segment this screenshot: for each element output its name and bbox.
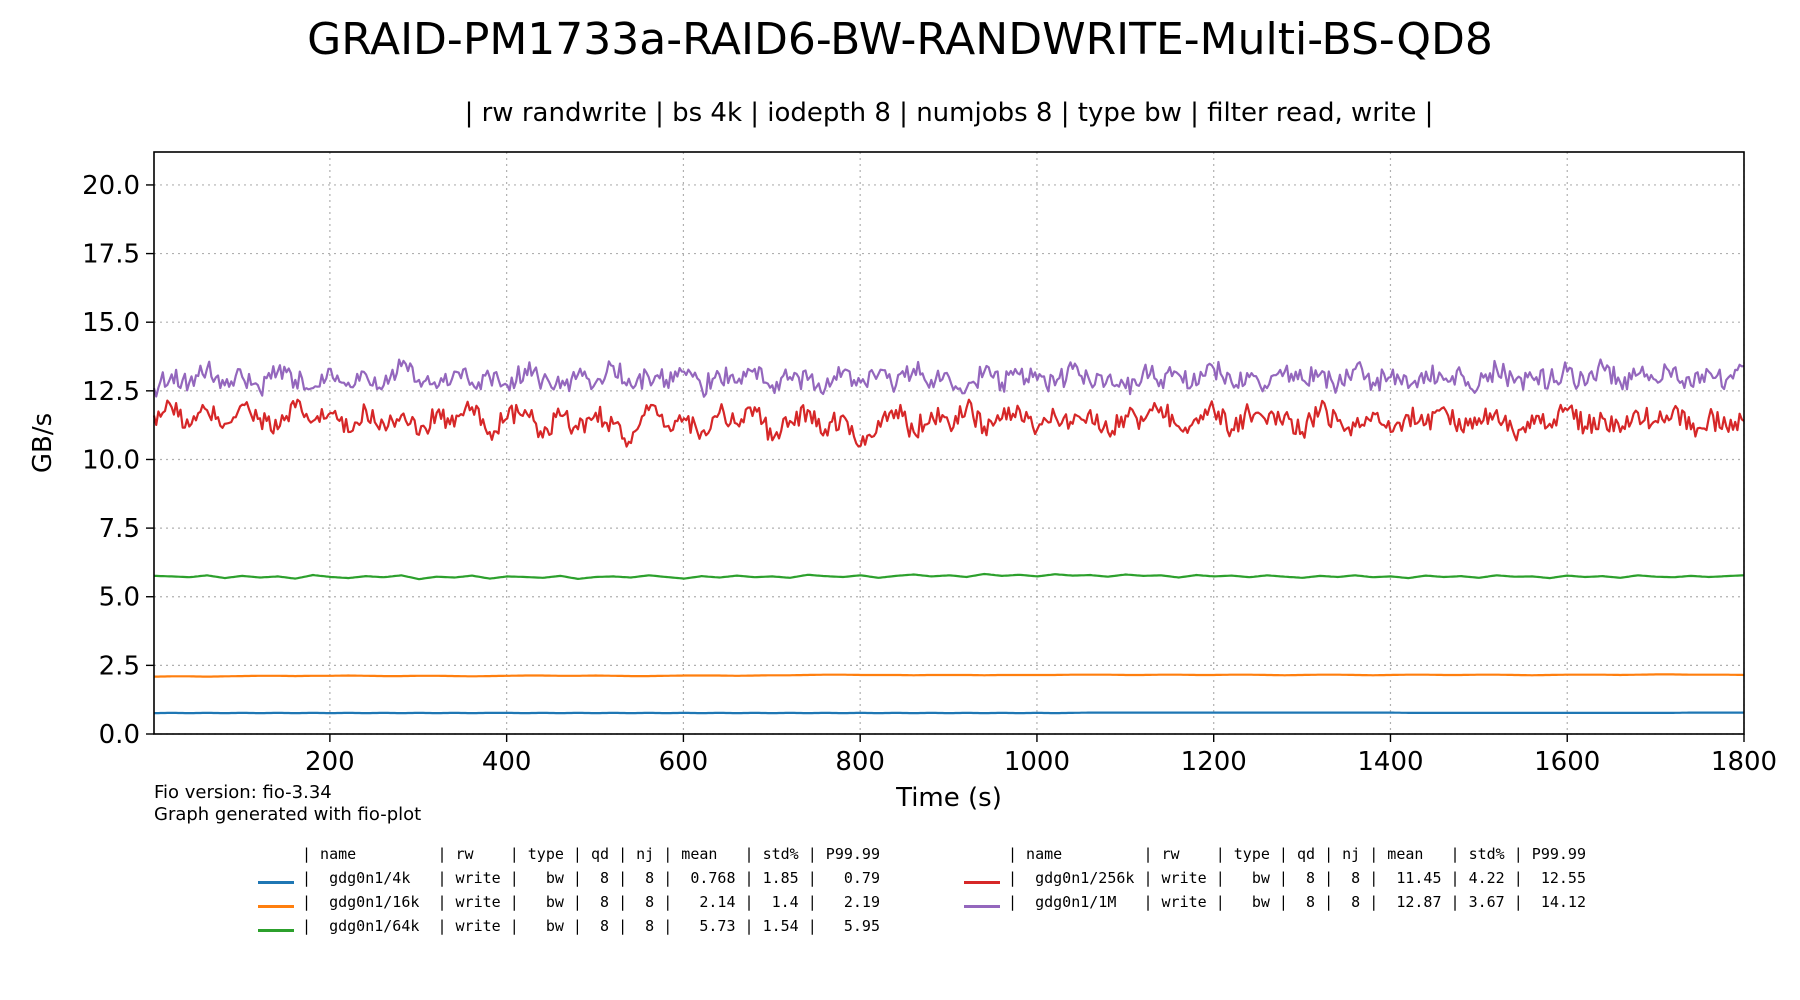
generator-note: Graph generated with fio-plot [154, 804, 422, 825]
x-tick-label: 1800 [1711, 747, 1777, 777]
legend-row-4k: | gdg0n1/4k | write | bw | 8 | 8 | 0.768… [302, 869, 880, 887]
legend-row-256k: | gdg0n1/256k | write | bw | 8 | 8 | 11.… [1008, 869, 1586, 887]
series-line-gdg0n1-4k [154, 711, 1744, 715]
y-axis-label: GB/s [28, 413, 58, 473]
y-tick-label: 12.5 [82, 377, 140, 407]
x-tick-label: 600 [659, 747, 709, 777]
series-line-gdg0n1-16k [154, 673, 1745, 678]
fio-version-note: Fio version: fio-3.34 [154, 782, 332, 803]
series-line-gdg0n1-64k [154, 572, 1745, 581]
legend-swatch-1M [964, 905, 1000, 908]
legend-table: | name | rw | type | qd | nj | mean | st… [0, 845, 1800, 945]
legend-row-16k: | gdg0n1/16k | write | bw | 8 | 8 | 2.14… [302, 893, 880, 911]
series-line-gdg0n1-1M [152, 358, 1745, 398]
y-tick-label: 7.5 [99, 514, 140, 544]
y-tick-label: 17.5 [82, 240, 140, 270]
legend-row-1M: | gdg0n1/1M | write | bw | 8 | 8 | 12.87… [1008, 893, 1586, 911]
x-tick-label: 1000 [1004, 747, 1070, 777]
x-tick-label: 200 [305, 747, 355, 777]
line-chart: 200 400 600 800 1000 1200 1400 1600 1800 0.0 2.5 5.… [28, 151, 1777, 813]
y-tick-label: 10.0 [82, 445, 140, 475]
x-tick-label: 400 [482, 747, 532, 777]
x-tick-label: 1600 [1534, 747, 1600, 777]
y-tick-label: 5.0 [99, 583, 140, 613]
y-tick-label: 15.0 [82, 308, 140, 338]
chart-title: GRAID-PM1733a-RAID6-BW-RANDWRITE-Multi-B… [307, 14, 1493, 65]
series-line-gdg0n1-256k [152, 398, 1745, 448]
y-tick-label: 2.5 [99, 651, 140, 681]
x-tick-label: 1200 [1181, 747, 1247, 777]
legend-swatch-16k [258, 905, 294, 908]
legend-header-left: | name | rw | type | qd | nj | mean | st… [302, 845, 880, 863]
x-axis-label: Time (s) [895, 783, 1002, 813]
y-tick-label: 20.0 [82, 171, 140, 201]
plot-frame [153, 151, 1745, 735]
chart-subtitle: | rw randwrite | bs 4k | iodepth 8 | num… [464, 98, 1434, 128]
legend-swatch-64k [258, 929, 294, 932]
y-tick-label: 0.0 [99, 720, 140, 750]
legend-header-right: | name | rw | type | qd | nj | mean | st… [1008, 845, 1586, 863]
legend-row-64k: | gdg0n1/64k | write | bw | 8 | 8 | 5.73… [302, 917, 880, 935]
x-tick-label: 800 [835, 747, 885, 777]
x-tick-label: 1400 [1357, 747, 1423, 777]
legend-swatch-4k [258, 881, 294, 884]
legend-swatch-256k [964, 881, 1000, 884]
